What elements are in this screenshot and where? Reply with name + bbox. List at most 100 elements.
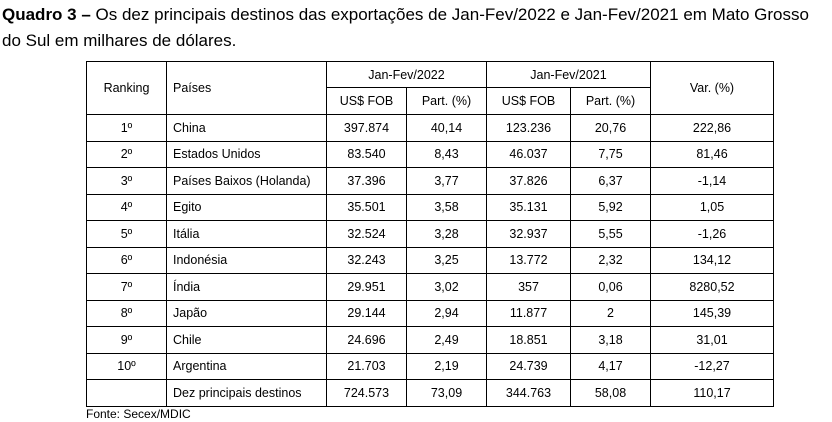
cell-rank: 6º: [86, 246, 167, 274]
cell-rank: 4º: [86, 193, 167, 221]
cell-usd-2022: 29.144: [326, 299, 407, 327]
cell-country: Argentina: [166, 352, 327, 380]
cell-var: -1,26: [650, 220, 774, 248]
cell-part-2021: 5,92: [570, 193, 651, 221]
total-row: Dez principais destinos 724.573 73,09 344.7…: [86, 379, 774, 407]
cell-usd-2022: 21.703: [326, 352, 407, 380]
cell-rank: 3º: [86, 167, 167, 195]
cell-part-2021: 7,75: [570, 140, 651, 168]
cell-part-2022: 3,77: [406, 167, 487, 195]
cell-usd-2021: 13.772: [486, 246, 571, 274]
table-row: 6º Indonésia 32.243 3,25 13.772 2,32 134,12: [86, 246, 774, 274]
cell-usd-2022: 724.573: [326, 379, 407, 407]
header-period-2022: Jan-Fev/2022: [326, 61, 487, 88]
table-row: 1º China 397.874 40,14 123.236 20,76 222,86: [86, 114, 774, 142]
cell-part-2021: 20,76: [570, 114, 651, 142]
cell-usd-2022: 32.524: [326, 220, 407, 248]
cell-rank: [86, 379, 167, 407]
source-note: Fonte: Secex/MDIC: [86, 407, 191, 421]
cell-part-2021: 4,17: [570, 352, 651, 380]
cell-rank: 5º: [86, 220, 167, 248]
header-paises: Países: [166, 61, 327, 115]
cell-part-2022: 73,09: [406, 379, 487, 407]
caption-label: Quadro 3 –: [2, 5, 91, 24]
cell-part-2022: 3,25: [406, 246, 487, 274]
cell-part-2021: 5,55: [570, 220, 651, 248]
cell-var: 1,05: [650, 193, 774, 221]
cell-part-2022: 3,28: [406, 220, 487, 248]
cell-var: 145,39: [650, 299, 774, 327]
cell-var: 31,01: [650, 326, 774, 354]
table-row: 9º Chile 24.696 2,49 18.851 3,18 31,01: [86, 326, 774, 354]
cell-part-2022: 2,19: [406, 352, 487, 380]
cell-part-2022: 40,14: [406, 114, 487, 142]
cell-part-2021: 0,06: [570, 273, 651, 301]
cell-part-2021: 2,32: [570, 246, 651, 274]
cell-usd-2021: 46.037: [486, 140, 571, 168]
cell-var: 222,86: [650, 114, 774, 142]
cell-usd-2021: 18.851: [486, 326, 571, 354]
cell-part-2021: 2: [570, 299, 651, 327]
cell-country: Países Baixos (Holanda): [166, 167, 327, 195]
cell-rank: 7º: [86, 273, 167, 301]
table-row: 3º Países Baixos (Holanda) 37.396 3,77 37.82…: [86, 167, 774, 195]
cell-country: Dez principais destinos: [166, 379, 327, 407]
cell-usd-2021: 37.826: [486, 167, 571, 195]
cell-usd-2021: 344.763: [486, 379, 571, 407]
cell-usd-2022: 397.874: [326, 114, 407, 142]
cell-country: China: [166, 114, 327, 142]
table-row: 10º Argentina 21.703 2,19 24.739 4,17 -12,27: [86, 352, 774, 380]
header-usd-2022: US$ FOB: [326, 87, 407, 115]
cell-rank: 2º: [86, 140, 167, 168]
cell-country: Itália: [166, 220, 327, 248]
table-row: 8º Japão 29.144 2,94 11.877 2 145,39: [86, 299, 774, 327]
cell-var: -1,14: [650, 167, 774, 195]
cell-country: Chile: [166, 326, 327, 354]
header-part-2021: Part. (%): [570, 87, 651, 115]
cell-var: -12,27: [650, 352, 774, 380]
cell-part-2021: 3,18: [570, 326, 651, 354]
table-row: 5º Itália 32.524 3,28 32.937 5,55 -1,26: [86, 220, 774, 248]
table-body: Ranking Países Jan-Fev/2022 Jan-Fev/2021…: [86, 61, 774, 407]
cell-var: 8280,52: [650, 273, 774, 301]
cell-country: Egito: [166, 193, 327, 221]
exports-table: Ranking Países Jan-Fev/2022 Jan-Fev/2021…: [86, 61, 774, 407]
header-row-sub: US$ FOB Part. (%) US$ FOB Part. (%): [87, 87, 774, 115]
cell-part-2021: 6,37: [570, 167, 651, 195]
cell-usd-2022: 83.540: [326, 140, 407, 168]
cell-part-2022: 3,58: [406, 193, 487, 221]
cell-part-2022: 2,49: [406, 326, 487, 354]
header-row-top: Ranking Países Jan-Fev/2022 Jan-Fev/2021…: [86, 61, 774, 115]
cell-usd-2022: 37.396: [326, 167, 407, 195]
table-row: 2º Estados Unidos 83.540 8,43 46.037 7,75 81,4…: [86, 140, 774, 168]
header-period-2021: Jan-Fev/2021: [486, 61, 651, 88]
cell-usd-2022: 24.696: [326, 326, 407, 354]
header-var: Var. (%): [650, 61, 774, 115]
cell-part-2021: 58,08: [570, 379, 651, 407]
cell-usd-2021: 123.236: [486, 114, 571, 142]
cell-usd-2021: 24.739: [486, 352, 571, 380]
header-usd-2021: US$ FOB: [486, 87, 571, 115]
cell-var: 134,12: [650, 246, 774, 274]
table-row: 4º Egito 35.501 3,58 35.131 5,92 1,05: [86, 193, 774, 221]
cell-usd-2022: 35.501: [326, 193, 407, 221]
cell-part-2022: 8,43: [406, 140, 487, 168]
cell-usd-2021: 35.131: [486, 193, 571, 221]
cell-rank: 10º: [86, 352, 167, 380]
cell-country: Japão: [166, 299, 327, 327]
cell-var: 110,17: [650, 379, 774, 407]
header-ranking: Ranking: [86, 61, 167, 115]
cell-rank: 9º: [86, 326, 167, 354]
cell-rank: 1º: [86, 114, 167, 142]
cell-usd-2022: 29.951: [326, 273, 407, 301]
cell-usd-2021: 357: [486, 273, 571, 301]
cell-country: Índia: [166, 273, 327, 301]
table-caption: Quadro 3 – Os dez principais destinos da…: [2, 2, 828, 54]
cell-rank: 8º: [86, 299, 167, 327]
cell-usd-2021: 32.937: [486, 220, 571, 248]
table-row: 7º Índia 29.951 3,02 357 0,06 8280,52: [86, 273, 774, 301]
cell-usd-2021: 11.877: [486, 299, 571, 327]
header-part-2022: Part. (%): [406, 87, 487, 115]
cell-part-2022: 3,02: [406, 273, 487, 301]
cell-part-2022: 2,94: [406, 299, 487, 327]
